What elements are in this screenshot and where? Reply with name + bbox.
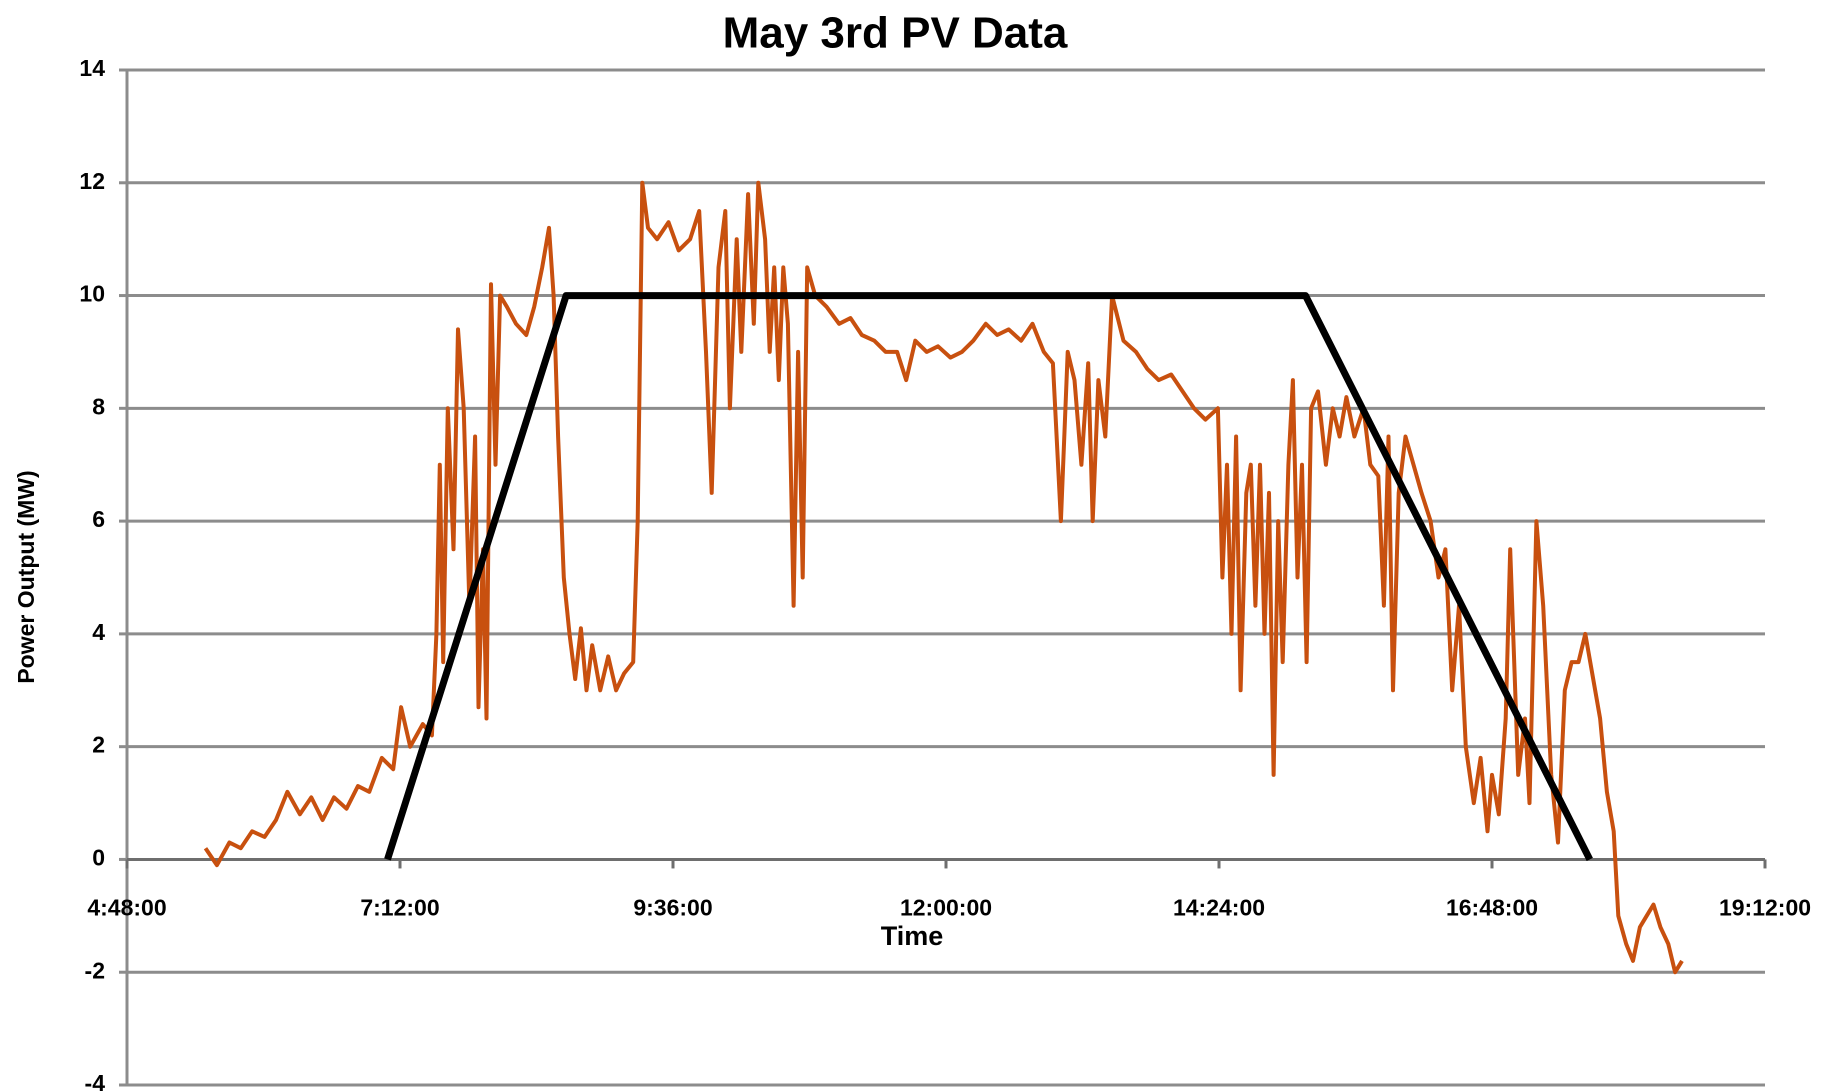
y-tick-label: 0 (92, 845, 105, 871)
y-tick-label: 4 (92, 619, 105, 645)
x-tick-label: 19:12:00 (1719, 895, 1811, 921)
x-tick-label: 4:48:00 (87, 895, 166, 921)
data-line (384, 292, 1593, 861)
x-axis-label: Time (881, 921, 944, 951)
x-tick-label: 7:12:00 (360, 895, 439, 921)
x-tick-label: 16:48:00 (1446, 895, 1538, 921)
y-tick-label: 2 (92, 732, 105, 758)
y-tick-label: 10 (79, 281, 105, 307)
y-tick-label: -4 (85, 1070, 106, 1092)
x-tick-label: 9:36:00 (633, 895, 712, 921)
x-tick-label: 14:24:00 (1173, 895, 1265, 921)
y-tick-label: 12 (79, 168, 105, 194)
data-line (203, 180, 1684, 975)
y-tick-label: 14 (79, 55, 105, 81)
y-tick-label: 6 (92, 506, 105, 532)
y-tick-label: 8 (92, 393, 105, 419)
x-tick-label: 12:00:00 (900, 895, 992, 921)
y-tick-label: -2 (85, 957, 105, 983)
chart-title: May 3rd PV Data (723, 9, 1068, 58)
y-axis-label: Power Output (MW) (13, 470, 39, 683)
